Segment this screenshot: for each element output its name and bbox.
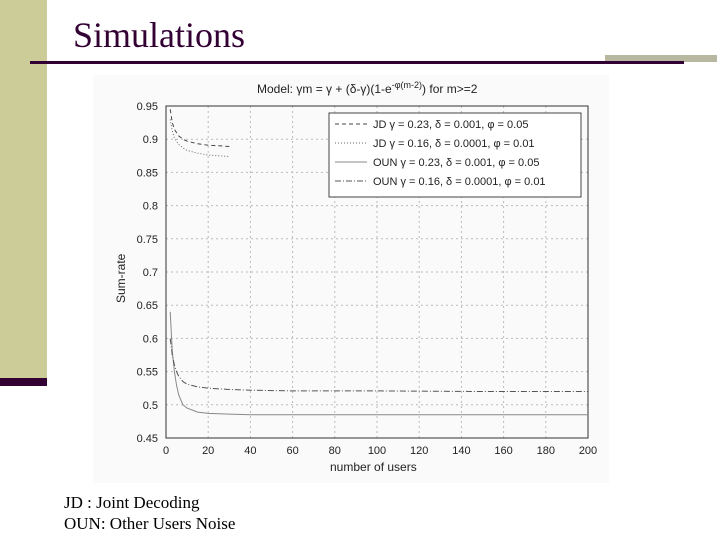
y-tick-label: 0.7	[143, 267, 158, 279]
x-tick-label: 140	[452, 445, 470, 457]
legend-box	[328, 112, 582, 198]
series-lines	[169, 109, 588, 416]
title-rule-accent	[605, 55, 717, 62]
series-line-3	[169, 311, 588, 416]
slide-sidebar-accent	[0, 378, 47, 386]
figure-panel: Model: γm = γ + (δ-γ)(1-e-φ(m-2)) for m>…	[93, 75, 609, 483]
y-tick-label: 0.5	[143, 400, 158, 412]
slide-sidebar-decoration	[0, 0, 47, 383]
x-tick-label: 100	[368, 445, 386, 457]
y-tick-label: 0.95	[137, 101, 158, 113]
x-tick-label: 200	[579, 445, 597, 457]
y-tick-label: 0.85	[137, 167, 158, 179]
y-axis-label: Sum-rate	[114, 253, 128, 303]
y-tick-label: 0.6	[143, 333, 158, 345]
series-line-4	[169, 338, 588, 392]
series-line-2	[169, 119, 230, 157]
x-tick-label: 180	[537, 445, 555, 457]
sum-rate-chart: Model: γm = γ + (δ-γ)(1-e-φ(m-2)) for m>…	[114, 80, 597, 474]
title-rule	[30, 61, 684, 64]
legend-entry-2: JD γ = 0.16, δ = 0.0001, φ = 0.01	[373, 138, 535, 150]
x-tick-labels: 0 20 40 60 80 100 120 140 160 180 200	[163, 445, 597, 457]
y-tick-label: 0.9	[143, 134, 158, 146]
slide-notes: JD : Joint Decoding OUN: Other Users Noi…	[64, 492, 235, 534]
x-tick-label: 120	[410, 445, 428, 457]
x-tick-label: 160	[494, 445, 512, 457]
chart-title-exponent: -φ(m-2)	[392, 80, 422, 90]
x-tick-label: 20	[202, 445, 214, 457]
x-tick-label: 40	[244, 445, 256, 457]
y-tick-label: 0.45	[137, 433, 158, 445]
y-tick-label: 0.55	[137, 367, 158, 379]
legend: JD γ = 0.23, δ = 0.001, φ = 0.05 JD γ = 0…	[328, 112, 582, 198]
y-tick-label: 0.8	[143, 201, 158, 213]
chart-title-formula: γm = γ + (δ-γ)(1-e	[296, 82, 392, 96]
chart-title-prefix: Model:	[257, 82, 296, 96]
legend-entry-3: OUN γ = 0.23, δ = 0.001, φ = 0.05	[373, 157, 539, 169]
plot-frame	[165, 105, 589, 439]
legend-entry-1: JD γ = 0.23, δ = 0.001, φ = 0.05	[373, 119, 528, 131]
x-tick-label: 80	[329, 445, 341, 457]
note-oun: OUN: Other Users Noise	[64, 514, 236, 533]
slide-title: Simulations	[73, 15, 246, 55]
chart-title: Model: γm = γ + (δ-γ)(1-e-φ(m-2)) for m>…	[257, 80, 478, 96]
legend-entry-4: OUN γ = 0.16, δ = 0.0001, φ = 0.01	[373, 176, 546, 188]
y-tick-label: 0.75	[137, 234, 158, 246]
series-line-1	[169, 109, 230, 147]
y-tick-label: 0.65	[137, 300, 158, 312]
note-jd: JD : Joint Decoding	[64, 493, 200, 512]
x-tick-label: 60	[286, 445, 298, 457]
x-tick-label: 0	[163, 445, 169, 457]
x-axis-label: number of users	[330, 460, 417, 474]
chart-title-suffix: ) for m>=2	[422, 82, 478, 96]
y-tick-labels: 0.45 0.5 0.55 0.6 0.65 0.7 0.75 0.8 0.85 0.9 0.95	[137, 101, 158, 445]
grid-lines	[166, 106, 588, 438]
